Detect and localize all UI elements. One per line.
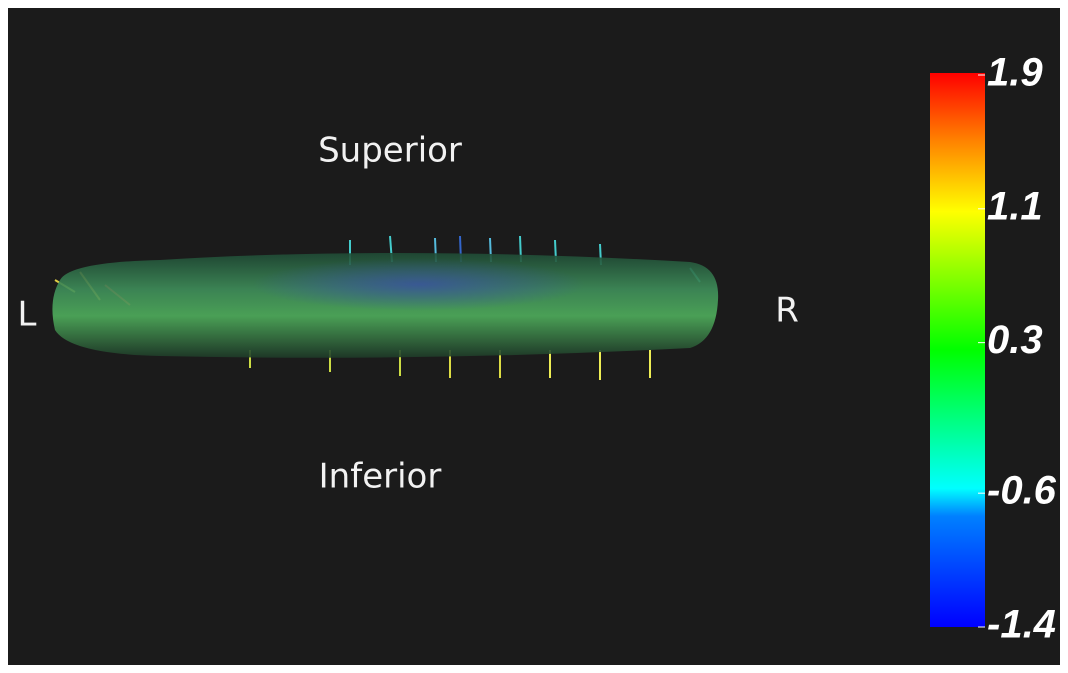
superior-label: Superior [318, 131, 462, 171]
colorbar [930, 73, 985, 627]
left-label: L [18, 295, 37, 335]
colorbar-tick-label: 1.9 [987, 51, 1043, 95]
organ-shading [52, 253, 718, 358]
colorbar-tick-label: -1.4 [987, 603, 1056, 647]
colorbar-tick-label: -0.6 [987, 469, 1057, 513]
colorbar-tick-label: 0.3 [987, 318, 1043, 362]
colorbar-tick-label: 1.1 [987, 184, 1043, 228]
right-label: R [775, 291, 799, 331]
inferior-label: Inferior [319, 457, 442, 497]
viewer: Superior Inferior L R 1.9 1.1 0.3 -0.6 -1.4 [0, 0, 1068, 673]
